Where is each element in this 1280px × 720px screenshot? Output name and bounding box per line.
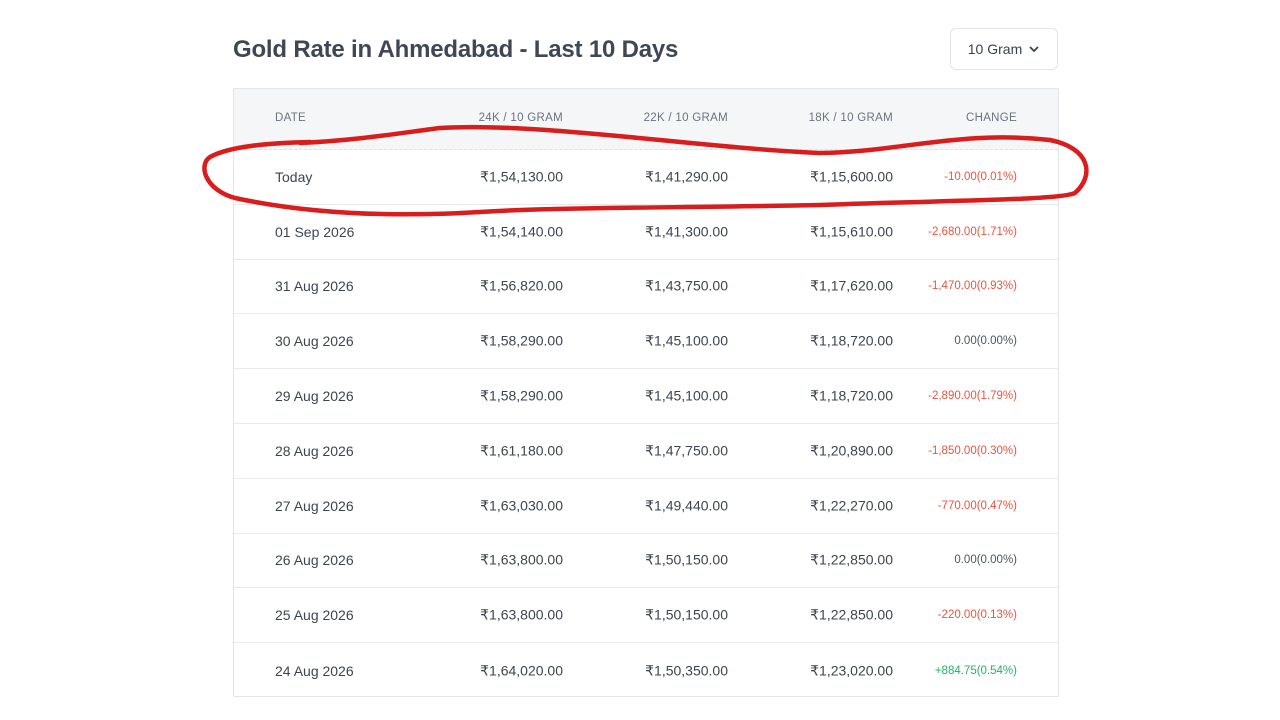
rate-22k-cell: ₹1,49,440.00 [645, 497, 728, 514]
rate-18k-cell: ₹1,20,890.00 [810, 442, 893, 459]
rate-18k-cell: ₹1,22,850.00 [810, 551, 893, 568]
rate-24k-cell: ₹1,61,180.00 [480, 442, 563, 459]
change-cell: 0.00(0.00%) [954, 554, 1017, 567]
change-cell: -10.00(0.01%) [944, 170, 1017, 183]
rate-18k-cell: ₹1,23,020.00 [810, 662, 893, 679]
table-row: 31 Aug 2026 ₹1,56,820.00 ₹1,43,750.00 ₹1,17… [234, 260, 1058, 315]
table-row: 26 Aug 2026 ₹1,63,800.00 ₹1,50,150.00 ₹1,22… [234, 534, 1058, 589]
change-cell: -1,470.00(0.93%) [928, 280, 1017, 293]
column-header-22k: 22K / 10 GRAM [643, 112, 728, 124]
date-cell: 24 Aug 2026 [275, 662, 354, 679]
table-body: Today ₹1,54,130.00 ₹1,41,290.00 ₹1,15,600.0… [234, 150, 1058, 696]
table-row: 28 Aug 2026 ₹1,61,180.00 ₹1,47,750.00 ₹1,20… [234, 424, 1058, 479]
rate-24k-cell: ₹1,56,820.00 [480, 277, 563, 294]
table-row: 29 Aug 2026 ₹1,58,290.00 ₹1,45,100.00 ₹1,18… [234, 369, 1058, 424]
rate-18k-cell: ₹1,18,720.00 [810, 387, 893, 404]
rate-22k-cell: ₹1,45,100.00 [645, 332, 728, 349]
rate-18k-cell: ₹1,22,850.00 [810, 606, 893, 623]
rate-22k-cell: ₹1,50,150.00 [645, 551, 728, 568]
date-cell: 30 Aug 2026 [275, 333, 354, 350]
date-cell: 31 Aug 2026 [275, 278, 354, 295]
rate-22k-cell: ₹1,43,750.00 [645, 277, 728, 294]
rate-18k-cell: ₹1,17,620.00 [810, 277, 893, 294]
table-row: 25 Aug 2026 ₹1,63,800.00 ₹1,50,150.00 ₹1,22… [234, 588, 1058, 644]
rate-22k-cell: ₹1,45,100.00 [645, 387, 728, 404]
rate-22k-cell: ₹1,47,750.00 [645, 442, 728, 459]
rate-22k-cell: ₹1,41,300.00 [645, 223, 728, 240]
column-header-24k: 24K / 10 GRAM [478, 112, 563, 124]
rate-18k-cell: ₹1,15,600.00 [810, 168, 893, 185]
change-cell: +884.75(0.54%) [934, 664, 1017, 677]
rate-22k-cell: ₹1,41,290.00 [645, 168, 728, 185]
table-row: Today ₹1,54,130.00 ₹1,41,290.00 ₹1,15,600.0… [234, 150, 1058, 205]
rate-24k-cell: ₹1,63,800.00 [480, 551, 563, 568]
unit-select-dropdown[interactable]: 10 Gram [950, 28, 1058, 70]
date-cell: 29 Aug 2026 [275, 388, 354, 405]
column-header-18k: 18K / 10 GRAM [808, 112, 893, 124]
table-header: DATE 24K / 10 GRAM 22K / 10 GRAM 18K / 1… [234, 89, 1058, 150]
date-cell: 27 Aug 2026 [275, 497, 354, 514]
rate-22k-cell: ₹1,50,350.00 [645, 662, 728, 679]
table-row: 27 Aug 2026 ₹1,63,030.00 ₹1,49,440.00 ₹1,22… [234, 479, 1058, 534]
rate-18k-cell: ₹1,22,270.00 [810, 497, 893, 514]
date-cell: 28 Aug 2026 [275, 442, 354, 459]
rate-18k-cell: ₹1,15,610.00 [810, 223, 893, 240]
rate-24k-cell: ₹1,58,290.00 [480, 387, 563, 404]
date-cell: 01 Sep 2026 [275, 223, 355, 240]
change-cell: -220.00(0.13%) [937, 609, 1017, 622]
gold-rate-table: DATE 24K / 10 GRAM 22K / 10 GRAM 18K / 1… [233, 88, 1059, 697]
rate-22k-cell: ₹1,50,150.00 [645, 606, 728, 623]
date-cell: 26 Aug 2026 [275, 552, 354, 569]
rate-24k-cell: ₹1,63,800.00 [480, 606, 563, 623]
change-cell: -2,680.00(1.71%) [928, 225, 1017, 238]
rate-24k-cell: ₹1,64,020.00 [480, 662, 563, 679]
column-header-change: CHANGE [965, 112, 1017, 124]
rate-24k-cell: ₹1,58,290.00 [480, 332, 563, 349]
table-row: 24 Aug 2026 ₹1,64,020.00 ₹1,50,350.00 ₹1,23… [234, 643, 1058, 696]
column-header-date: DATE [275, 112, 307, 124]
date-cell: 25 Aug 2026 [275, 607, 354, 624]
page-title: Gold Rate in Ahmedabad - Last 10 Days [233, 36, 679, 63]
rate-18k-cell: ₹1,18,720.00 [810, 332, 893, 349]
change-cell: -1,850.00(0.30%) [928, 444, 1017, 457]
rate-24k-cell: ₹1,54,140.00 [480, 223, 563, 240]
rate-24k-cell: ₹1,63,030.00 [480, 497, 563, 514]
date-cell: Today [275, 168, 313, 185]
change-cell: -770.00(0.47%) [937, 499, 1017, 512]
chevron-down-icon [1029, 46, 1039, 52]
table-row: 30 Aug 2026 ₹1,58,290.00 ₹1,45,100.00 ₹1,18… [234, 314, 1058, 370]
table-row: 01 Sep 2026 ₹1,54,140.00 ₹1,41,300.00 ₹1,15… [234, 205, 1058, 260]
rate-24k-cell: ₹1,54,130.00 [480, 168, 563, 185]
change-cell: 0.00(0.00%) [954, 335, 1017, 348]
unit-select-value: 10 Gram [967, 41, 1023, 57]
change-cell: -2,890.00(1.79%) [928, 390, 1017, 403]
